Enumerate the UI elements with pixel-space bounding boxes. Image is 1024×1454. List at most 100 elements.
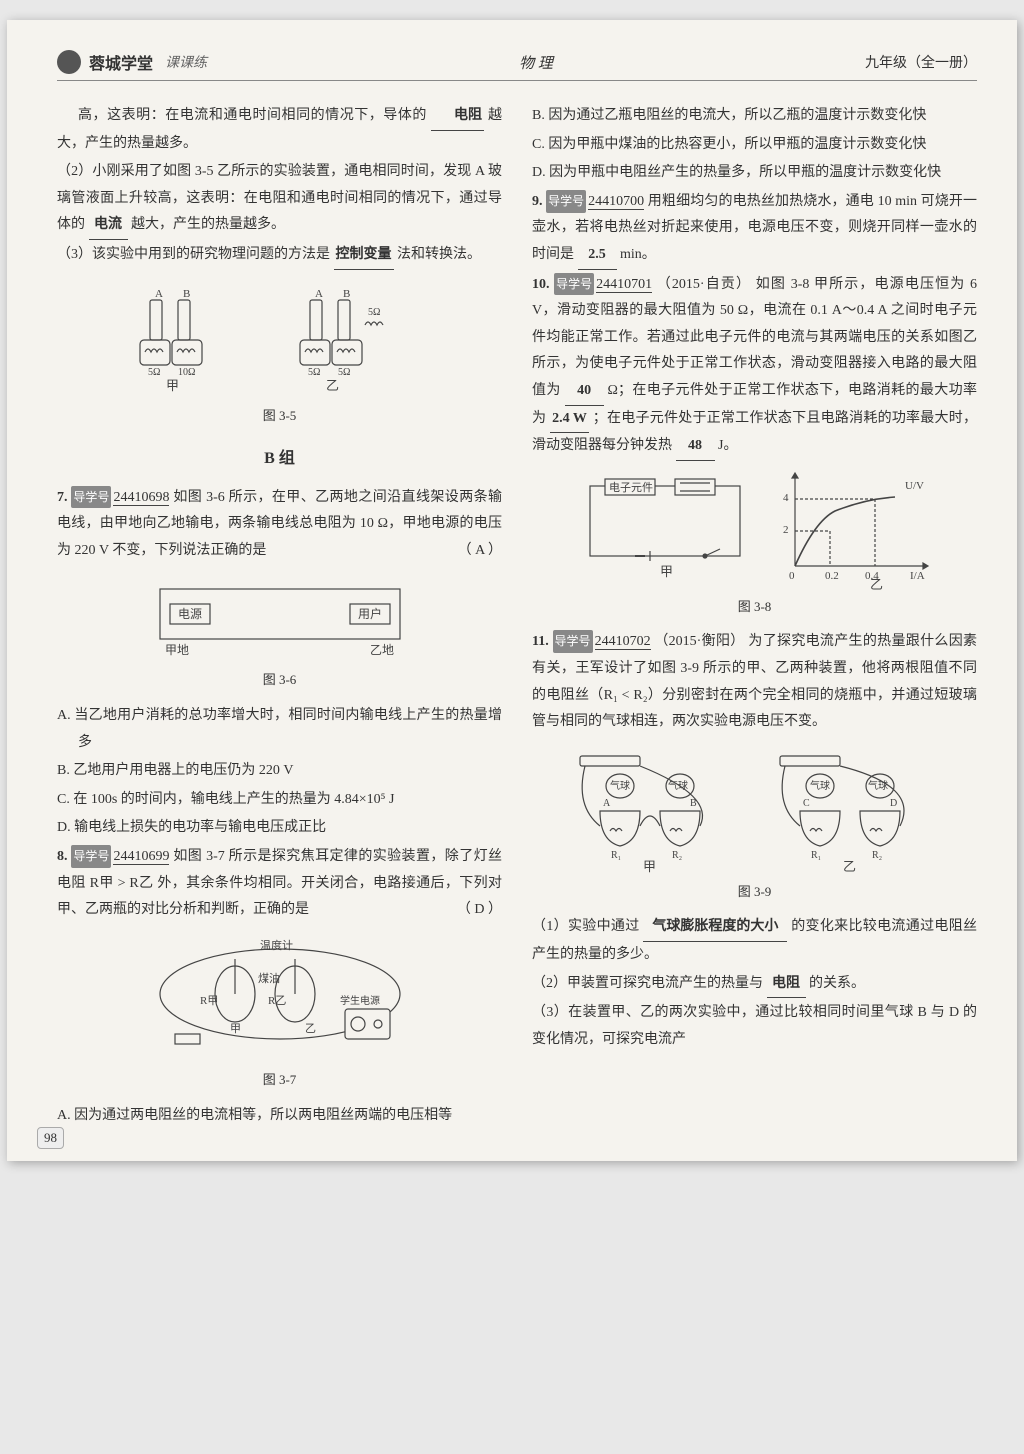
- svg-text:10Ω: 10Ω: [178, 367, 195, 378]
- svg-text:R₁: R₁: [811, 850, 821, 861]
- label: 乙: [870, 577, 883, 591]
- figure-3-9: 气球 气球 A B R₁ R₂ 甲: [532, 746, 977, 905]
- q1-part2: （2）小刚采用了如图 3-5 乙所示的实验装置，通电相同时间，发现 A 玻璃管液…: [57, 159, 502, 240]
- svg-text:学生电源: 学生电源: [340, 994, 380, 1007]
- svg-text:4: 4: [783, 492, 789, 504]
- question-text: ；在电子元件处于正常工作状态下且电路消耗的功率最大时，滑动变阻器每分钟发热: [532, 411, 977, 454]
- grade-label: 九年级（全一册）: [865, 52, 977, 72]
- blank-answer: 48: [676, 433, 715, 461]
- figure-caption: 图 3-5: [57, 404, 502, 429]
- label: 甲: [660, 564, 673, 579]
- label: 用户: [358, 606, 382, 621]
- svg-text:R甲: R甲: [200, 995, 218, 1007]
- figure-caption: 图 3-6: [57, 668, 502, 693]
- text: （3）该实验中用到的研究物理问题的方法是: [57, 247, 330, 262]
- subject-name: 物 理: [519, 52, 553, 73]
- option-a: A. 当乙地用户消耗的总功率增大时，相同时间内输电线上产生的热量增多: [57, 703, 502, 756]
- logo-icon: [57, 50, 81, 74]
- svg-text:乙: 乙: [305, 1022, 316, 1035]
- label: 甲: [643, 859, 656, 874]
- apparatus-diagram-icon: 气球 气球 A B R₁ R₂ 甲: [565, 746, 945, 876]
- svg-text:气球: 气球: [868, 779, 888, 792]
- daoxue-number: 24410702: [595, 634, 651, 650]
- svg-text:R₂: R₂: [672, 850, 682, 861]
- svg-text:5Ω: 5Ω: [338, 367, 350, 378]
- svg-text:U/V: U/V: [905, 480, 924, 492]
- svg-text:A: A: [155, 288, 163, 300]
- source-ref: （2015·衡阳）: [654, 634, 744, 649]
- figure-caption: 图 3-8: [532, 595, 977, 620]
- svg-text:5Ω: 5Ω: [368, 307, 380, 318]
- page-number: 98: [37, 1127, 64, 1149]
- question-number: 10.: [532, 277, 550, 292]
- sub-brand: 课课练: [165, 52, 207, 72]
- question-7: 7. 导学号24410698 如图 3-6 所示，在甲、乙两地之间沿直线架设两条…: [57, 485, 502, 565]
- apparatus-diagram-icon: 温度计 煤油 R甲 R乙 甲 乙 学生电源: [140, 934, 420, 1064]
- daoxue-tag: 导学号: [554, 273, 594, 296]
- answer: （ D ）: [457, 897, 502, 924]
- daoxue-tag: 导学号: [546, 190, 586, 213]
- svg-text:B: B: [343, 288, 350, 300]
- svg-text:温度计: 温度计: [260, 938, 293, 952]
- option-d: D. 输电线上损失的电功率与输电电压成正比: [57, 815, 502, 842]
- daoxue-number: 24410700: [588, 194, 644, 210]
- question-number: 11.: [532, 634, 549, 649]
- label: 乙: [843, 859, 856, 874]
- page-header: 蓉城学堂 课课练 物 理 九年级（全一册）: [57, 50, 977, 81]
- svg-text:R₁: R₁: [611, 850, 621, 861]
- content-columns: 高，这表明：在电流和通电时间相同的情况下，导体的 电阻 越大，产生的热量越多。 …: [57, 101, 977, 1131]
- option-c: C. 在 100s 的时间内，输电线上产生的热量为 4.84×10⁵ J: [57, 787, 502, 814]
- right-column: B. 因为通过乙瓶电阻丝的电流大，所以乙瓶的温度计示数变化快 C. 因为甲瓶中煤…: [532, 101, 977, 1131]
- header-left: 蓉城学堂 课课练: [57, 50, 207, 74]
- textbook-page: 蓉城学堂 课课练 物 理 九年级（全一册） 高，这表明：在电流和通电时间相同的情…: [7, 20, 1017, 1161]
- group-b-title: B 组: [57, 444, 502, 474]
- text: 的关系。: [809, 976, 865, 991]
- question-8: 8. 导学号24410699 如图 3-7 所示是探究焦耳定律的实验装置，除了灯…: [57, 844, 502, 924]
- blank-answer: 气球膨胀程度的大小: [643, 914, 787, 942]
- question-text: J。: [718, 438, 737, 453]
- blank-answer: 控制变量: [334, 242, 394, 270]
- blank-answer: 2.5: [578, 242, 617, 270]
- svg-text:5Ω: 5Ω: [148, 367, 160, 378]
- svg-text:甲: 甲: [230, 1023, 241, 1035]
- option-d: D. 因为甲瓶中电阻丝产生的热量多，所以甲瓶的温度计示数变化快: [532, 160, 977, 187]
- daoxue-number: 24410699: [113, 849, 169, 865]
- daoxue-number: 24410698: [113, 490, 169, 506]
- answer: （ A ）: [458, 538, 502, 565]
- figure-3-8: 电子元件 甲 U/V 4 2 0 0.2 0.4 I/A: [532, 471, 977, 620]
- label: 电子元件: [609, 481, 653, 494]
- q11-part3: （3）在装置甲、乙的两次实验中，通过比较相同时间里气球 B 与 D 的变化情况，…: [532, 1000, 977, 1053]
- q1-part3: （3）该实验中用到的研究物理问题的方法是 控制变量 法和转换法。: [57, 242, 502, 270]
- figure-caption: 图 3-7: [57, 1068, 502, 1093]
- label: 乙地: [370, 643, 394, 657]
- q11-part1: （1）实验中通过 气球膨胀程度的大小 的变化来比较电流通过电阻丝产生的热量的多少…: [532, 914, 977, 968]
- circuit-graph-icon: 电子元件 甲 U/V 4 2 0 0.2 0.4 I/A: [575, 471, 935, 591]
- question-10: 10. 导学号24410701 （2015·自贡） 如图 3-8 甲所示，电源电…: [532, 272, 977, 461]
- option-c: C. 因为甲瓶中煤油的比热容更小，所以甲瓶的温度计示数变化快: [532, 132, 977, 159]
- svg-text:乙: 乙: [326, 378, 339, 393]
- text: 越大，产生的热量越多。: [131, 217, 285, 232]
- blank-answer: 40: [565, 378, 604, 406]
- svg-text:I/A: I/A: [910, 570, 925, 582]
- svg-text:C: C: [803, 798, 810, 809]
- q1-continuation: 高，这表明：在电流和通电时间相同的情况下，导体的 电阻 越大，产生的热量越多。: [57, 103, 502, 157]
- circuit-diagram-icon: A B 5Ω 10Ω 甲 A B: [130, 280, 430, 400]
- text: （2）甲装置可探究电流产生的热量与: [532, 976, 763, 991]
- question-number: 9.: [532, 194, 543, 209]
- option-b: B. 乙地用户用电器上的电压仍为 220 V: [57, 758, 502, 785]
- daoxue-tag: 导学号: [71, 486, 111, 509]
- daoxue-tag: 导学号: [553, 630, 593, 653]
- svg-text:R乙: R乙: [268, 994, 286, 1007]
- figure-3-5: A B 5Ω 10Ω 甲 A B: [57, 280, 502, 429]
- question-number: 7.: [57, 490, 68, 505]
- text: （1）实验中通过: [532, 919, 640, 934]
- svg-text:A: A: [603, 798, 611, 809]
- option-a: A. 因为通过两电阻丝的电流相等，所以两电阻丝两端的电压相等: [57, 1103, 502, 1130]
- daoxue-number: 24410701: [596, 277, 652, 293]
- label: 甲地: [165, 643, 189, 657]
- circuit-diagram-icon: 电源 用户 甲地 乙地: [140, 574, 420, 664]
- svg-text:R₂: R₂: [872, 850, 882, 861]
- svg-text:2: 2: [783, 524, 789, 536]
- figure-caption: 图 3-9: [532, 880, 977, 905]
- svg-text:气球: 气球: [810, 779, 830, 792]
